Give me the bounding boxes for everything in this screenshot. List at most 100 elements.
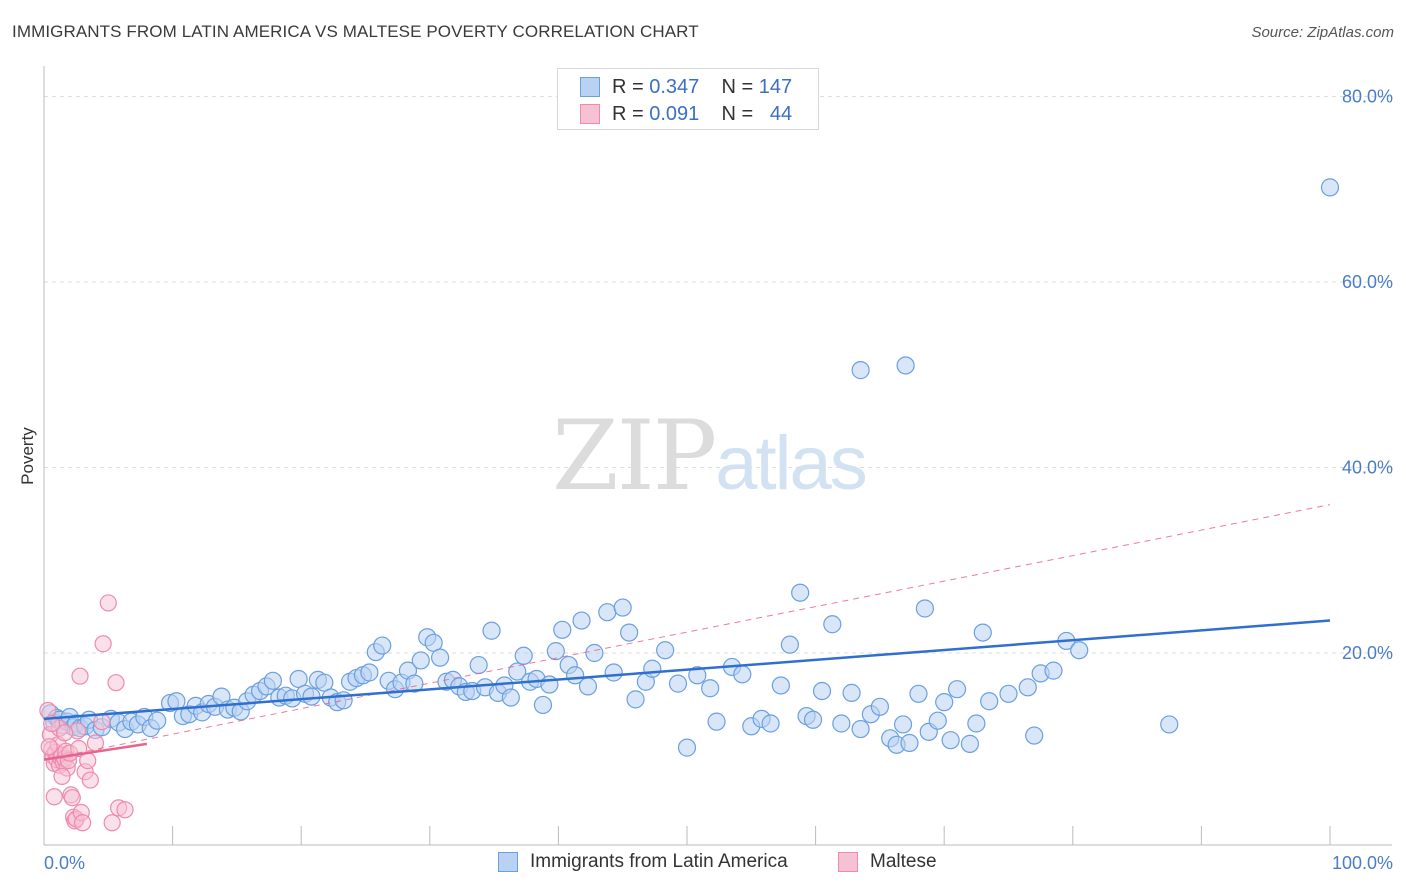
latin-america-trend-line — [43, 619, 1331, 721]
legend-n-value: 44 — [769, 102, 793, 125]
maltese-point — [45, 788, 63, 806]
latin-america-point — [896, 356, 915, 375]
maltese-point — [116, 801, 134, 819]
latin-america-point — [585, 643, 604, 663]
maltese-point — [53, 767, 71, 785]
latin-america-point — [973, 623, 992, 642]
latin-america-point — [620, 623, 639, 642]
bottom-legend-latin-america: Immigrants from Latin America — [498, 851, 788, 873]
latin-america-point — [928, 711, 947, 730]
latin-america-point — [656, 641, 675, 660]
latin-america-point — [893, 715, 913, 734]
latin-america-point — [851, 719, 870, 739]
latin-america-point — [812, 681, 832, 701]
latin-america-point — [501, 688, 520, 707]
latin-america-point — [411, 651, 430, 670]
legend-r-label: R = — [612, 75, 644, 98]
latin-america-point — [832, 714, 851, 733]
maltese-point — [99, 594, 117, 612]
maltese-trend-extended — [43, 504, 1331, 761]
maltese-point — [73, 814, 92, 832]
legend-n-value: 147 — [758, 75, 793, 98]
latin-america-point — [823, 615, 842, 634]
latin-america-point — [780, 635, 799, 654]
latin-america-point — [572, 611, 591, 630]
latin-america-point — [546, 642, 565, 661]
legend-swatch-blue — [580, 77, 600, 97]
latin-america-point — [701, 679, 720, 698]
latin-america-point — [598, 603, 617, 622]
legend-n-label: N = — [721, 102, 754, 125]
chart-title: IMMIGRANTS FROM LATIN AMERICA VS MALTESE… — [12, 22, 699, 41]
maltese-point — [55, 724, 74, 742]
latin-america-point — [870, 697, 890, 716]
watermark-atlas: atlas — [715, 421, 868, 506]
maltese-point — [107, 674, 125, 692]
latin-america-point — [999, 684, 1018, 703]
latin-america-point — [263, 671, 283, 690]
latin-america-point — [1160, 715, 1179, 734]
latin-america-point — [677, 738, 697, 757]
bottom-legend-swatch-blue — [498, 852, 518, 872]
latin-america-point — [514, 646, 533, 665]
latin-america-point — [935, 693, 954, 712]
tick-labels: 20.0% 40.0% 60.0% 80.0% 0.0% 100.0% Poverty — [18, 87, 1393, 874]
latin-america-point — [1070, 641, 1089, 660]
latin-america-point — [960, 734, 980, 753]
latin-america-point — [851, 361, 870, 380]
y-tick-label: 20.0% — [1342, 643, 1393, 663]
y-tick-label: 60.0% — [1342, 272, 1393, 292]
latin-america-point — [909, 684, 928, 703]
latin-america-point — [1018, 678, 1037, 697]
latin-america-point — [947, 680, 967, 699]
latin-america-point — [967, 714, 986, 733]
latin-america-point — [941, 731, 960, 750]
latin-america-point — [1044, 661, 1063, 680]
latin-america-point — [842, 683, 861, 702]
maltese-point — [40, 738, 58, 756]
latin-america-point — [360, 663, 379, 682]
latin-america-point — [980, 692, 999, 711]
bottom-legend-label: Immigrants from Latin America — [530, 851, 788, 872]
latin-america-point — [688, 666, 707, 685]
latin-america-point — [302, 687, 321, 706]
latin-america-point — [508, 662, 527, 681]
latin-america-point — [626, 690, 645, 709]
legend-row-maltese: R = 0.091 N = 44 — [580, 102, 792, 126]
legend-swatch-pink — [580, 104, 600, 124]
source-credit: Source: ZipAtlas.com — [1251, 24, 1394, 41]
maltese-point — [94, 635, 112, 653]
legend-r-value: 0.091 — [649, 102, 700, 125]
latin-america-point — [469, 655, 488, 675]
latin-america-point — [482, 621, 501, 640]
maltese-point — [63, 789, 81, 807]
x-tick-label-max: 100.0% — [1332, 853, 1393, 873]
latin-america-point — [791, 583, 810, 602]
latin-america-point — [430, 648, 450, 667]
latin-america-point — [733, 665, 752, 684]
maltese-point — [71, 667, 89, 685]
bottom-legend-maltese: Maltese — [838, 851, 937, 873]
correlation-legend: R = 0.347 N = 147 R = 0.091 N = 44 — [557, 68, 819, 130]
latin-america-point — [771, 676, 790, 695]
latin-america-point — [643, 659, 662, 678]
maltese-trend-line — [43, 742, 148, 761]
latin-america-point — [553, 620, 572, 639]
latin-america-point — [707, 712, 726, 731]
legend-r-value: 0.347 — [649, 75, 700, 98]
latin-america-point — [405, 674, 424, 693]
latin-america-point — [915, 599, 935, 618]
latin-america-point — [1025, 726, 1044, 745]
legend-r-label: R = — [612, 102, 644, 125]
latin-america-point — [668, 674, 688, 693]
watermark: ZIPatlas — [552, 400, 868, 512]
trend-lines — [43, 504, 1331, 761]
gridlines — [44, 96, 1392, 654]
y-tick-label: 40.0% — [1342, 458, 1393, 478]
latin-america-point — [578, 677, 598, 696]
latin-america-point — [148, 711, 167, 730]
latin-america-point — [761, 714, 780, 733]
maltese-point — [103, 814, 121, 832]
latin-america-point — [533, 695, 553, 715]
